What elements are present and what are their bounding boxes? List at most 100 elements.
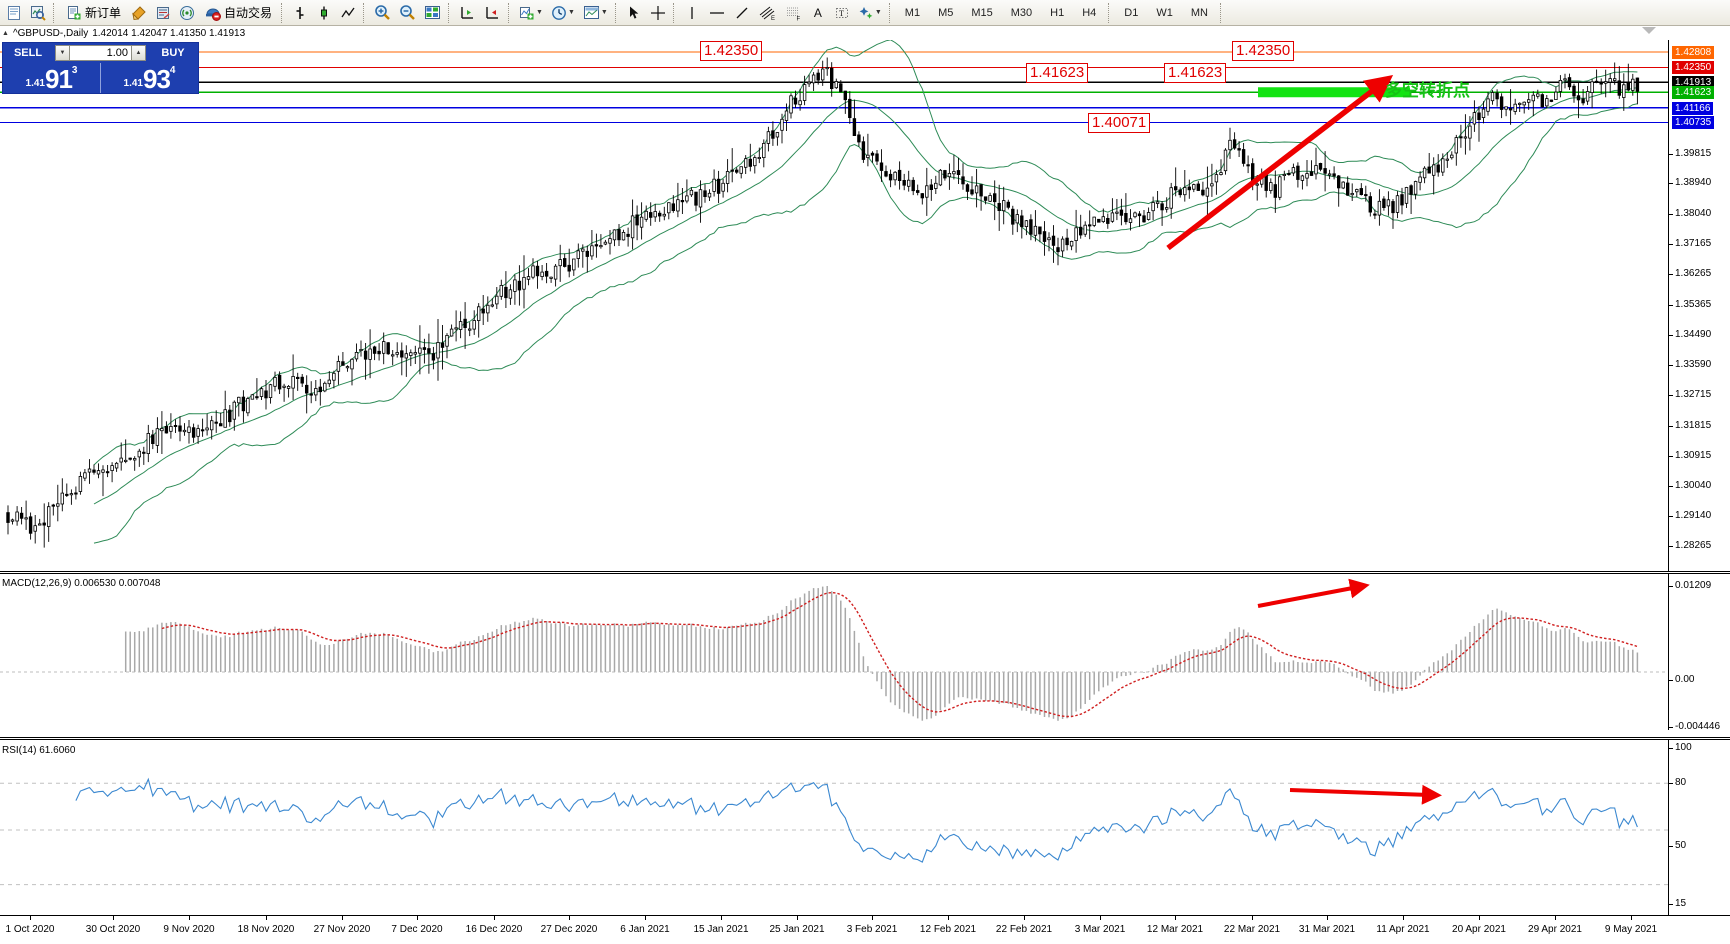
date-tick xyxy=(1479,916,1480,920)
timeframe-m5[interactable]: M5 xyxy=(938,6,954,19)
equidistant-channel-icon[interactable]: E xyxy=(755,2,779,24)
new-chart-icon[interactable] xyxy=(3,2,25,24)
candlestick-chart-icon[interactable] xyxy=(313,2,335,24)
cursor-icon[interactable] xyxy=(623,2,645,24)
fibonacci-icon[interactable]: F xyxy=(781,2,805,24)
text-icon[interactable]: A xyxy=(813,5,822,20)
price-tick-label: 1.39815 xyxy=(1675,147,1712,159)
trade-panel[interactable]: SELL ▼ 1.00 ▲ BUY 1.41 91 3 1.41 93 4 xyxy=(2,42,199,94)
price-chart-pane[interactable] xyxy=(0,40,1730,574)
price-tag-high-left[interactable]: 1.42350 xyxy=(700,41,763,61)
price-tag-high-right[interactable]: 1.42350 xyxy=(1232,41,1295,61)
price-tick xyxy=(1669,365,1673,367)
timeframe-d1[interactable]: D1 xyxy=(1124,6,1139,19)
price-tick-label: 1.30915 xyxy=(1675,450,1712,462)
terminal-icon[interactable] xyxy=(152,2,174,24)
line-chart-icon[interactable] xyxy=(337,2,359,24)
volume-decrease-button[interactable]: ▼ xyxy=(55,45,70,61)
templates-icon[interactable]: ▼ xyxy=(580,2,611,24)
date-tick-label: 27 Nov 2020 xyxy=(313,924,371,935)
volume-increase-button[interactable]: ▲ xyxy=(131,45,146,61)
date-tick-label: 27 Dec 2020 xyxy=(540,924,598,935)
rsi-indicator-label: RSI(14) 61.6060 xyxy=(2,745,76,756)
buy-price[interactable]: 1.41 93 4 xyxy=(100,63,198,93)
pane-separator-macd[interactable] xyxy=(0,571,1730,574)
auto-scroll-icon[interactable] xyxy=(456,2,479,24)
price-tick xyxy=(1669,516,1673,518)
timeframe-mn[interactable]: MN xyxy=(1190,6,1208,19)
timeframe-h4[interactable]: H4 xyxy=(1082,6,1097,19)
date-tick-label: 30 Oct 2020 xyxy=(85,924,141,935)
chart-symbol-label: ^GBPUSD-,Daily xyxy=(12,27,89,39)
date-tick xyxy=(1100,916,1101,920)
buy-button[interactable]: BUY xyxy=(161,47,185,59)
main-toolbar: 新订单 自动交易 xyxy=(0,0,1730,26)
rsi-tick-label: 15 xyxy=(1675,898,1687,909)
timeframe-w1[interactable]: W1 xyxy=(1156,6,1173,19)
macd-pane[interactable] xyxy=(0,574,1730,730)
trendline-icon[interactable] xyxy=(731,2,753,24)
price-tag-low-mid[interactable]: 1.40071 xyxy=(1088,113,1151,133)
volume-input[interactable]: 1.00 xyxy=(70,45,131,61)
bar-chart-icon[interactable] xyxy=(289,2,311,24)
date-tick-label: 12 Feb 2021 xyxy=(919,924,977,935)
macd-axis-line xyxy=(1668,574,1669,730)
timeframe-m1[interactable]: M1 xyxy=(904,6,921,19)
collapse-triangle-icon[interactable]: ▲ xyxy=(2,29,9,37)
rsi-tick-label: 50 xyxy=(1675,840,1687,851)
date-tick-label: 12 Mar 2021 xyxy=(1146,924,1204,935)
zoom-out-icon[interactable] xyxy=(396,2,419,24)
horizontal-line-icon[interactable] xyxy=(705,2,729,24)
price-tick xyxy=(1669,334,1673,336)
indicators-icon[interactable]: ▼ xyxy=(516,2,546,24)
signals-icon[interactable] xyxy=(176,2,198,24)
price-level-label-1.41166: 1.41166 xyxy=(1672,101,1714,115)
price-tag-mid-right[interactable]: 1.41623 xyxy=(1164,63,1227,83)
date-tick-label: 22 Feb 2021 xyxy=(995,924,1053,935)
date-tick-label: 3 Mar 2021 xyxy=(1074,924,1126,935)
autotrading-button[interactable]: 自动交易 xyxy=(200,2,277,24)
buy-price-fraction: 4 xyxy=(169,65,176,76)
grid-icon[interactable] xyxy=(421,2,444,24)
timeframe-m15[interactable]: M15 xyxy=(971,6,993,19)
pane-separator-rsi[interactable] xyxy=(0,737,1730,740)
periods-icon[interactable]: ▼ xyxy=(548,2,578,24)
macd-tick xyxy=(1669,727,1673,728)
toolbar-separator xyxy=(281,2,285,23)
meta-editor-icon[interactable] xyxy=(128,2,150,24)
objects-icon[interactable]: ▼ xyxy=(855,2,885,24)
sell-button[interactable]: SELL xyxy=(13,47,43,59)
macd-tick-label: -0.004446 xyxy=(1675,721,1721,732)
timeframe-m30[interactable]: M30 xyxy=(1010,6,1033,19)
text-label-icon[interactable]: T xyxy=(831,2,853,24)
new-order-button[interactable]: 新订单 xyxy=(61,2,126,24)
chevron-down-icon[interactable]: ▼ xyxy=(536,9,543,16)
rsi-tick-label: 100 xyxy=(1675,742,1692,753)
price-axis-line xyxy=(1668,40,1669,574)
rsi-pane[interactable] xyxy=(0,740,1730,915)
sell-price[interactable]: 1.41 91 3 xyxy=(3,63,100,93)
chevron-down-icon[interactable]: ▼ xyxy=(567,9,575,16)
scroll-caret-icon[interactable] xyxy=(1642,27,1656,34)
date-tick-label: 16 Dec 2020 xyxy=(465,924,523,935)
chart-profiles-icon[interactable] xyxy=(27,2,49,24)
date-tick xyxy=(1252,916,1253,920)
date-tick xyxy=(645,916,646,920)
date-tick-label: 25 Jan 2021 xyxy=(769,924,825,935)
vertical-line-icon[interactable] xyxy=(681,2,703,24)
bull-bear-turning-point-note[interactable]: 多空转折点 xyxy=(1385,81,1470,100)
chart-shift-icon[interactable] xyxy=(481,2,504,24)
macd-indicator-label: MACD(12,26,9) 0.006530 0.007048 xyxy=(2,578,161,589)
zoom-in-icon[interactable] xyxy=(371,2,394,24)
date-tick xyxy=(797,916,798,920)
price-tag-mid-left[interactable]: 1.41623 xyxy=(1026,63,1089,83)
date-tick-label: 7 Dec 2020 xyxy=(391,924,443,935)
crosshair-icon[interactable] xyxy=(647,2,669,24)
chart-header: ▲ ^GBPUSD-,Daily 1.42014 1.42047 1.41350… xyxy=(0,26,1730,40)
chart-ohlc-label: 1.42014 1.42047 1.41350 1.41913 xyxy=(92,27,246,39)
price-tick xyxy=(1669,456,1673,458)
chevron-down-icon[interactable]: ▼ xyxy=(600,9,608,16)
timeframe-h1[interactable]: H1 xyxy=(1050,6,1065,19)
date-tick xyxy=(948,916,949,920)
chevron-down-icon[interactable]: ▼ xyxy=(874,9,882,16)
